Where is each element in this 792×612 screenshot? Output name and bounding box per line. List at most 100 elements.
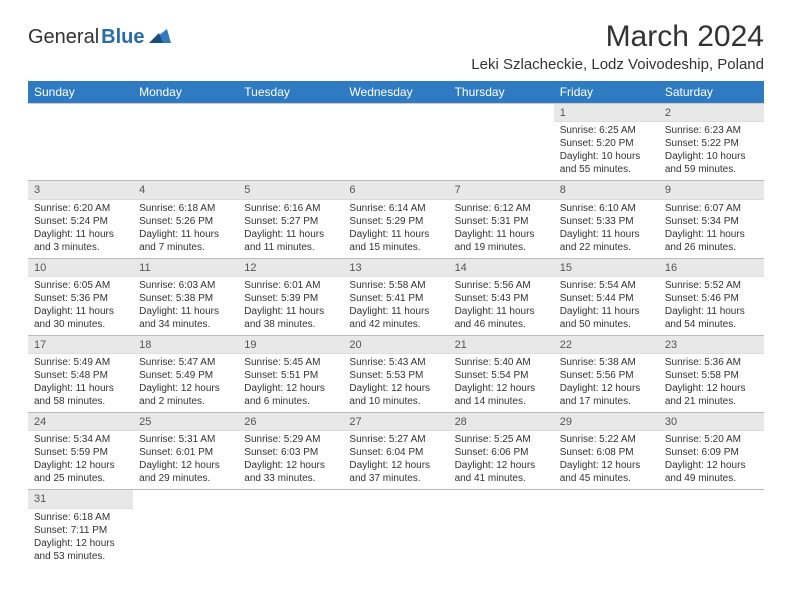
day-number: 11 [133,259,238,277]
day-body: Sunrise: 5:38 AMSunset: 5:56 PMDaylight:… [554,354,659,412]
calendar-cell [133,104,238,181]
day-body: Sunrise: 5:40 AMSunset: 5:54 PMDaylight:… [449,354,554,412]
day-body: Sunrise: 6:01 AMSunset: 5:39 PMDaylight:… [238,277,343,335]
day-body: Sunrise: 6:25 AMSunset: 5:20 PMDaylight:… [554,122,659,180]
calendar-cell: 7Sunrise: 6:12 AMSunset: 5:31 PMDaylight… [449,181,554,258]
day-number: 2 [659,104,764,122]
calendar-cell: 19Sunrise: 5:45 AMSunset: 5:51 PMDayligh… [238,335,343,412]
calendar-cell [238,490,343,567]
calendar-cell: 17Sunrise: 5:49 AMSunset: 5:48 PMDayligh… [28,335,133,412]
day-number: 10 [28,259,133,277]
day-body: Sunrise: 5:43 AMSunset: 5:53 PMDaylight:… [343,354,448,412]
calendar-cell: 4Sunrise: 6:18 AMSunset: 5:26 PMDaylight… [133,181,238,258]
logo: GeneralBlue [28,26,171,49]
calendar-cell: 24Sunrise: 5:34 AMSunset: 5:59 PMDayligh… [28,413,133,490]
calendar-cell: 1Sunrise: 6:25 AMSunset: 5:20 PMDaylight… [554,104,659,181]
weekday-header: Tuesday [238,81,343,104]
day-number: 27 [343,413,448,431]
logo-text-2: Blue [101,26,144,49]
calendar-cell [659,490,764,567]
day-body: Sunrise: 6:05 AMSunset: 5:36 PMDaylight:… [28,277,133,335]
weekday-header: Monday [133,81,238,104]
day-body: Sunrise: 5:34 AMSunset: 5:59 PMDaylight:… [28,431,133,489]
calendar-cell [449,104,554,181]
calendar-cell: 6Sunrise: 6:14 AMSunset: 5:29 PMDaylight… [343,181,448,258]
weekday-header-row: Sunday Monday Tuesday Wednesday Thursday… [28,81,764,104]
location: Leki Szlacheckie, Lodz Voivodeship, Pola… [471,56,764,73]
logo-text-1: General [28,26,99,49]
day-body: Sunrise: 5:49 AMSunset: 5:48 PMDaylight:… [28,354,133,412]
day-body: Sunrise: 6:23 AMSunset: 5:22 PMDaylight:… [659,122,764,180]
weekday-header: Saturday [659,81,764,104]
calendar-row: 24Sunrise: 5:34 AMSunset: 5:59 PMDayligh… [28,413,764,490]
calendar-cell: 5Sunrise: 6:16 AMSunset: 5:27 PMDaylight… [238,181,343,258]
calendar-cell: 21Sunrise: 5:40 AMSunset: 5:54 PMDayligh… [449,335,554,412]
calendar-row: 31Sunrise: 6:18 AMSunset: 7:11 PMDayligh… [28,490,764,567]
calendar-cell: 29Sunrise: 5:22 AMSunset: 6:08 PMDayligh… [554,413,659,490]
day-number: 28 [449,413,554,431]
day-number: 9 [659,181,764,199]
day-number: 7 [449,181,554,199]
calendar-cell: 11Sunrise: 6:03 AMSunset: 5:38 PMDayligh… [133,258,238,335]
calendar-cell: 18Sunrise: 5:47 AMSunset: 5:49 PMDayligh… [133,335,238,412]
day-body: Sunrise: 5:36 AMSunset: 5:58 PMDaylight:… [659,354,764,412]
day-body: Sunrise: 5:45 AMSunset: 5:51 PMDaylight:… [238,354,343,412]
calendar-cell [554,490,659,567]
day-number: 12 [238,259,343,277]
day-number: 31 [28,490,133,508]
calendar-cell: 14Sunrise: 5:56 AMSunset: 5:43 PMDayligh… [449,258,554,335]
day-number: 25 [133,413,238,431]
calendar-cell: 8Sunrise: 6:10 AMSunset: 5:33 PMDaylight… [554,181,659,258]
calendar-cell: 16Sunrise: 5:52 AMSunset: 5:46 PMDayligh… [659,258,764,335]
calendar-cell: 23Sunrise: 5:36 AMSunset: 5:58 PMDayligh… [659,335,764,412]
calendar-cell: 20Sunrise: 5:43 AMSunset: 5:53 PMDayligh… [343,335,448,412]
weekday-header: Thursday [449,81,554,104]
title-block: March 2024 Leki Szlacheckie, Lodz Voivod… [471,20,764,73]
month-title: March 2024 [471,20,764,54]
day-body: Sunrise: 5:54 AMSunset: 5:44 PMDaylight:… [554,277,659,335]
day-body: Sunrise: 5:56 AMSunset: 5:43 PMDaylight:… [449,277,554,335]
day-body: Sunrise: 5:22 AMSunset: 6:08 PMDaylight:… [554,431,659,489]
day-number: 8 [554,181,659,199]
day-body: Sunrise: 5:25 AMSunset: 6:06 PMDaylight:… [449,431,554,489]
calendar-cell: 3Sunrise: 6:20 AMSunset: 5:24 PMDaylight… [28,181,133,258]
calendar-row: 17Sunrise: 5:49 AMSunset: 5:48 PMDayligh… [28,335,764,412]
day-number: 30 [659,413,764,431]
calendar-cell: 30Sunrise: 5:20 AMSunset: 6:09 PMDayligh… [659,413,764,490]
calendar-table: Sunday Monday Tuesday Wednesday Thursday… [28,81,764,567]
calendar-row: 3Sunrise: 6:20 AMSunset: 5:24 PMDaylight… [28,181,764,258]
day-body: Sunrise: 5:20 AMSunset: 6:09 PMDaylight:… [659,431,764,489]
weekday-header: Wednesday [343,81,448,104]
weekday-header: Sunday [28,81,133,104]
day-body: Sunrise: 5:52 AMSunset: 5:46 PMDaylight:… [659,277,764,335]
day-body: Sunrise: 6:14 AMSunset: 5:29 PMDaylight:… [343,200,448,258]
calendar-cell: 22Sunrise: 5:38 AMSunset: 5:56 PMDayligh… [554,335,659,412]
day-body: Sunrise: 5:47 AMSunset: 5:49 PMDaylight:… [133,354,238,412]
calendar-row: 1Sunrise: 6:25 AMSunset: 5:20 PMDaylight… [28,104,764,181]
calendar-cell: 25Sunrise: 5:31 AMSunset: 6:01 PMDayligh… [133,413,238,490]
day-body: Sunrise: 6:03 AMSunset: 5:38 PMDaylight:… [133,277,238,335]
day-body: Sunrise: 5:58 AMSunset: 5:41 PMDaylight:… [343,277,448,335]
calendar-cell: 26Sunrise: 5:29 AMSunset: 6:03 PMDayligh… [238,413,343,490]
day-body: Sunrise: 6:10 AMSunset: 5:33 PMDaylight:… [554,200,659,258]
day-body: Sunrise: 6:18 AMSunset: 5:26 PMDaylight:… [133,200,238,258]
header: GeneralBlue March 2024 Leki Szlacheckie,… [28,20,764,73]
day-number: 5 [238,181,343,199]
day-body: Sunrise: 6:18 AMSunset: 7:11 PMDaylight:… [28,509,133,567]
day-body: Sunrise: 6:07 AMSunset: 5:34 PMDaylight:… [659,200,764,258]
day-number: 3 [28,181,133,199]
calendar-cell: 12Sunrise: 6:01 AMSunset: 5:39 PMDayligh… [238,258,343,335]
calendar-cell: 10Sunrise: 6:05 AMSunset: 5:36 PMDayligh… [28,258,133,335]
calendar-cell [133,490,238,567]
day-body: Sunrise: 5:27 AMSunset: 6:04 PMDaylight:… [343,431,448,489]
logo-icon [149,26,171,49]
day-body: Sunrise: 6:20 AMSunset: 5:24 PMDaylight:… [28,200,133,258]
day-number: 4 [133,181,238,199]
day-number: 20 [343,336,448,354]
calendar-cell [449,490,554,567]
day-number: 29 [554,413,659,431]
day-body: Sunrise: 5:31 AMSunset: 6:01 PMDaylight:… [133,431,238,489]
calendar-cell: 13Sunrise: 5:58 AMSunset: 5:41 PMDayligh… [343,258,448,335]
day-number: 26 [238,413,343,431]
day-number: 16 [659,259,764,277]
